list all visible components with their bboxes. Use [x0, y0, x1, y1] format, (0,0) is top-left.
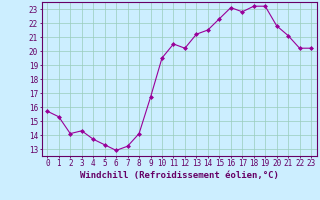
X-axis label: Windchill (Refroidissement éolien,°C): Windchill (Refroidissement éolien,°C) [80, 171, 279, 180]
